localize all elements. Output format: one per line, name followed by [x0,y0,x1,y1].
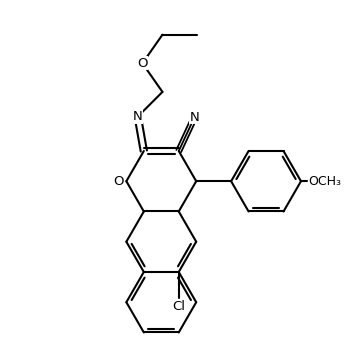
Text: OCH₃: OCH₃ [308,175,341,188]
Text: Cl: Cl [172,300,185,313]
Text: N: N [133,110,143,123]
Text: N: N [190,111,199,124]
Text: O: O [137,57,148,70]
Text: O: O [113,175,124,188]
